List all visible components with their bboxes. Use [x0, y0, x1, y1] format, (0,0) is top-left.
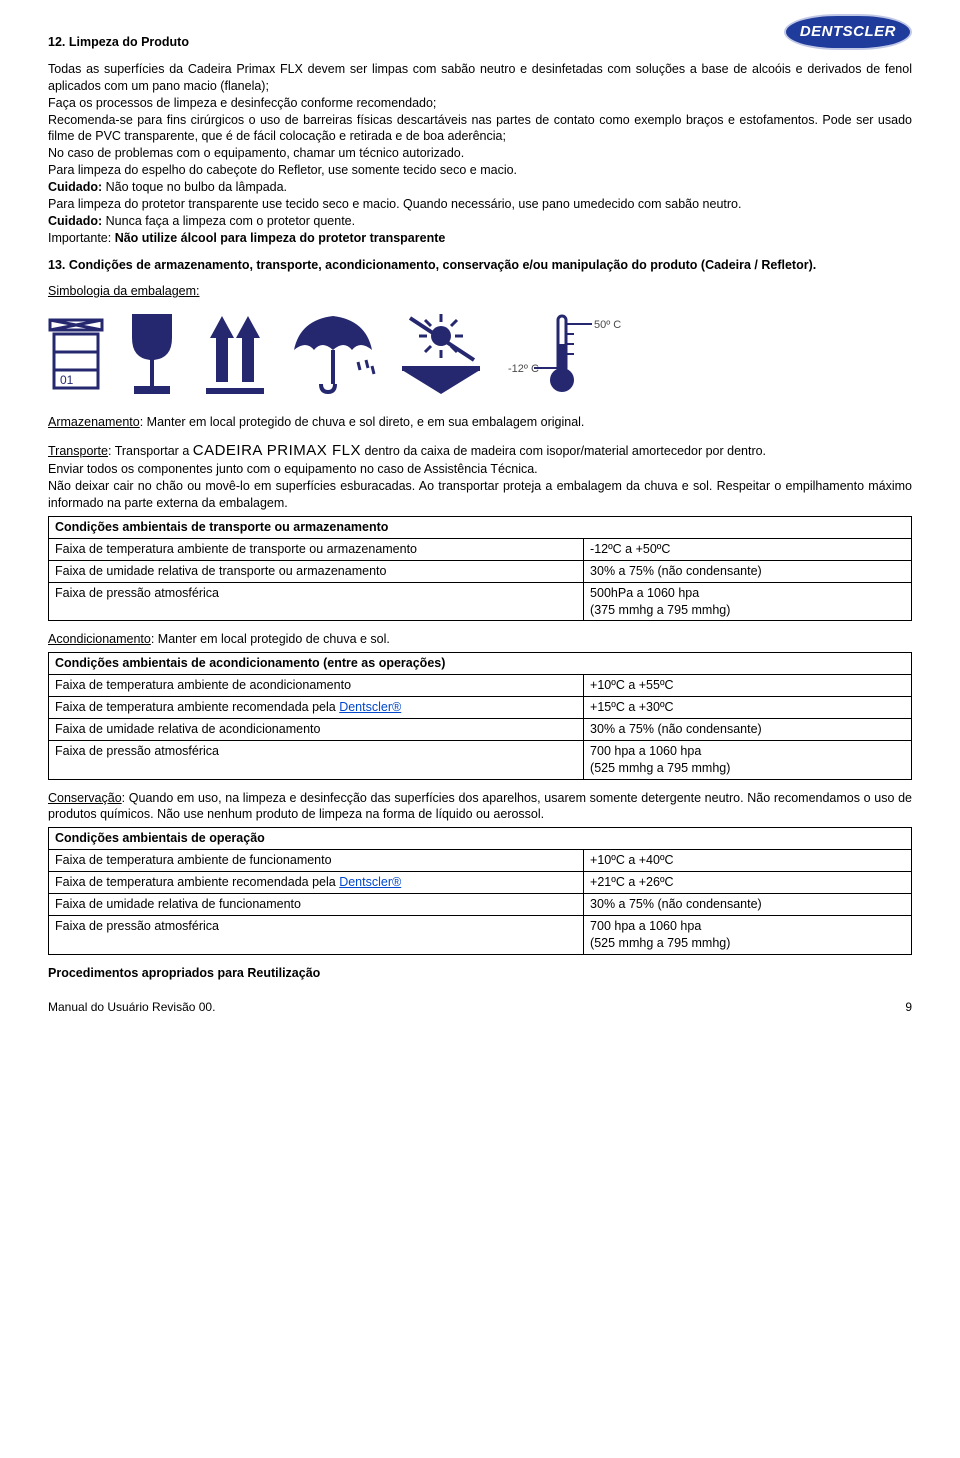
table-cell: Faixa de pressão atmosférica — [49, 915, 584, 954]
table-cell: 30% a 75% (não condensante) — [584, 560, 912, 582]
table-cell: 700 hpa a 1060 hpa (525 mmhg a 795 mmhg) — [584, 915, 912, 954]
brand-logo: DENTSCLER — [784, 14, 912, 50]
cuidado-label: Cuidado: — [48, 214, 102, 228]
text: Faça os processos de limpeza e desinfecç… — [48, 95, 912, 112]
table-cell: 700 hpa a 1060 hpa (525 mmhg a 795 mmhg) — [584, 740, 912, 779]
armazenamento-line: Armazenamento: Manter em local protegido… — [48, 414, 912, 431]
table-cell: +15ºC a +30ºC — [584, 697, 912, 719]
section-12-title: 12. Limpeza do Produto — [48, 34, 912, 51]
temp-high-label: 50º C — [594, 319, 621, 331]
text: Enviar todos os componentes junto com o … — [48, 461, 912, 478]
temperature-range-icon: 50º C -12º C — [504, 310, 624, 396]
importante-label: Importante: — [48, 231, 115, 245]
table-cell: -12ºC a +50ºC — [584, 538, 912, 560]
table-cell: 30% a 75% (não condensante) — [584, 718, 912, 740]
text: Para limpeza do espelho do cabeçote do R… — [48, 162, 912, 179]
temp-low-label: -12º C — [508, 363, 539, 375]
fragile-icon — [122, 310, 182, 396]
table-header: Condições ambientais de acondicionamento… — [49, 653, 912, 675]
text: : Manter em local protegido de chuva e s… — [140, 415, 585, 429]
table-header: Condições ambientais de transporte ou ar… — [49, 517, 912, 539]
brand-link: Dentscler® — [339, 700, 401, 714]
table-cell: Faixa de temperatura ambiente recomendad… — [49, 872, 584, 894]
text: : Transportar a — [108, 444, 193, 458]
text: Importante: Não utilize álcool para limp… — [48, 230, 912, 247]
text: Cuidado: Nunca faça a limpeza com o prot… — [48, 213, 912, 230]
table-cell: +10ºC a +55ºC — [584, 675, 912, 697]
table-cell: +21ºC a +26ºC — [584, 872, 912, 894]
symbology-label: Simbologia da embalagem: — [48, 283, 912, 300]
footer-page-number: 9 — [905, 999, 912, 1015]
stack-limit-icon: 01 — [48, 316, 104, 396]
section-13-title: 13. Condições de armazenamento, transpor… — [48, 257, 912, 274]
table-cell: Faixa de temperatura ambiente de funcion… — [49, 850, 584, 872]
cuidado-label: Cuidado: — [48, 180, 102, 194]
table-cell: Faixa de umidade relativa de funcionamen… — [49, 893, 584, 915]
page-footer: Manual do Usuário Revisão 00. 9 — [48, 999, 912, 1015]
svg-text:01: 01 — [60, 373, 74, 387]
text: Recomenda-se para fins cirúrgicos o uso … — [48, 112, 912, 146]
table-header: Condições ambientais de operação — [49, 828, 912, 850]
text: Não toque no bulbo da lâmpada. — [102, 180, 287, 194]
packaging-symbols: 01 50º C — [48, 310, 912, 396]
table-cell: Faixa de temperatura ambiente de acondic… — [49, 675, 584, 697]
table-operation: Condições ambientais de operação Faixa d… — [48, 827, 912, 954]
conservacao-line: Conservação: Quando em uso, na limpeza e… — [48, 790, 912, 824]
keep-dry-icon — [288, 310, 378, 396]
table-conditioning: Condições ambientais de acondicionamento… — [48, 652, 912, 779]
table-cell: Faixa de umidade relativa de acondiciona… — [49, 718, 584, 740]
text: Não utilize álcool para limpeza do prote… — [115, 231, 446, 245]
table-cell: 30% a 75% (não condensante) — [584, 893, 912, 915]
text: Não deixar cair no chão ou movê-lo em su… — [48, 478, 912, 512]
transporte-label: Transporte — [48, 444, 108, 458]
acond-label: Acondicionamento — [48, 632, 151, 646]
conserv-label: Conservação — [48, 791, 122, 805]
transporte-line: Transporte: Transportar a CADEIRA PRIMAX… — [48, 441, 912, 461]
procedimentos-title: Procedimentos apropriados para Reutiliza… — [48, 965, 912, 982]
this-way-up-icon — [200, 310, 270, 396]
text: Todas as superfícies da Cadeira Primax F… — [48, 61, 912, 95]
footer-left: Manual do Usuário Revisão 00. — [48, 999, 215, 1015]
acondicionamento-line: Acondicionamento: Manter em local proteg… — [48, 631, 912, 648]
armazenamento-label: Armazenamento — [48, 415, 140, 429]
table-cell: Faixa de umidade relativa de transporte … — [49, 560, 584, 582]
table-cell: Faixa de pressão atmosférica — [49, 740, 584, 779]
text: Cuidado: Não toque no bulbo da lâmpada. — [48, 179, 912, 196]
brand-link: Dentscler® — [339, 875, 401, 889]
text: dentro da caixa de madeira com isopor/ma… — [361, 444, 766, 458]
no-sunlight-icon — [396, 310, 486, 396]
table-transport-storage: Condições ambientais de transporte ou ar… — [48, 516, 912, 621]
product-name: CADEIRA PRIMAX FLX — [193, 442, 361, 459]
text: : Manter em local protegido de chuva e s… — [151, 632, 390, 646]
text: Nunca faça a limpeza com o protetor quen… — [102, 214, 355, 228]
table-cell: 500hPa a 1060 hpa (375 mmhg a 795 mmhg) — [584, 582, 912, 621]
text: : Quando em uso, na limpeza e desinfecçã… — [48, 791, 912, 822]
table-cell: Faixa de temperatura ambiente de transpo… — [49, 538, 584, 560]
section-12-body: Todas as superfícies da Cadeira Primax F… — [48, 61, 912, 247]
brand-logo-text: DENTSCLER — [784, 14, 912, 50]
table-cell: Faixa de temperatura ambiente recomendad… — [49, 697, 584, 719]
table-cell: +10ºC a +40ºC — [584, 850, 912, 872]
table-cell: Faixa de pressão atmosférica — [49, 582, 584, 621]
text: No caso de problemas com o equipamento, … — [48, 145, 912, 162]
text: Para limpeza do protetor transparente us… — [48, 196, 912, 213]
